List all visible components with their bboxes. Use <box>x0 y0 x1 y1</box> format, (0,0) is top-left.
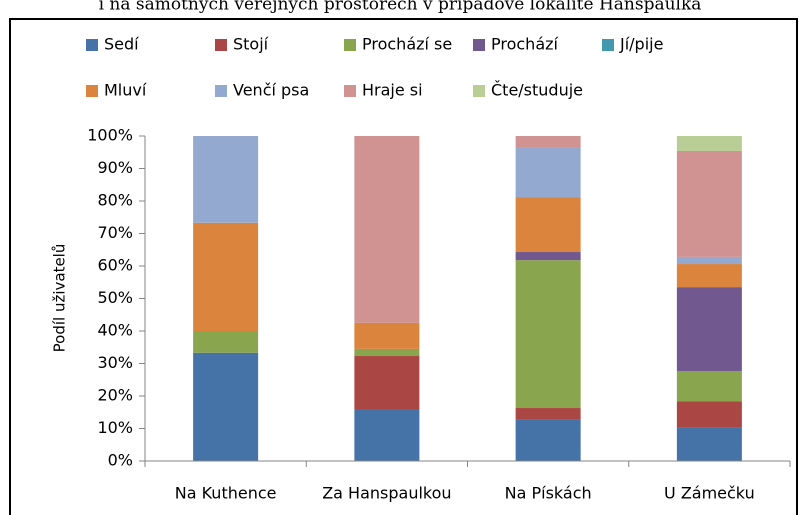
bar-segment <box>354 136 420 323</box>
legend-label: Čte/studuje <box>491 81 583 100</box>
x-tick-label: Na Pískách <box>505 484 592 503</box>
bar-segment <box>676 264 742 288</box>
y-tick-label: 20% <box>97 386 133 405</box>
y-tick-label: 80% <box>97 191 133 210</box>
bar-segment <box>193 136 259 223</box>
legend-label: Hraje si <box>362 81 423 100</box>
legend-swatch <box>473 85 485 97</box>
bar-segment <box>515 419 581 461</box>
bar-segment <box>676 256 742 265</box>
legend-swatch <box>215 85 227 97</box>
bar-segment <box>193 331 259 353</box>
y-axis-label: Podíl uživatelů <box>51 244 69 353</box>
legend-swatch <box>86 39 98 51</box>
legend-label: Mluví <box>104 81 147 100</box>
bar-segment <box>676 370 742 402</box>
x-tick-label: U Zámečku <box>664 484 755 503</box>
y-tick-label: 90% <box>97 158 133 177</box>
bar-segment <box>676 287 742 371</box>
legend-swatch <box>344 39 356 51</box>
legend-label: Prochází <box>491 35 559 54</box>
y-tick-label: 10% <box>97 418 133 437</box>
bar-segment <box>193 222 259 331</box>
legend-label: Prochází se <box>362 35 452 54</box>
legend-swatch <box>602 39 614 51</box>
legend-swatch <box>86 85 98 97</box>
y-tick-label: 70% <box>97 223 133 242</box>
bar-segment <box>354 409 420 461</box>
bar-segment <box>354 356 420 409</box>
y-tick-label: 60% <box>97 256 133 275</box>
legend-label: Jí/pije <box>619 35 663 54</box>
legend-label: Stojí <box>233 35 269 54</box>
bar-segment <box>676 427 742 461</box>
y-tick-label: 50% <box>97 288 133 307</box>
bar-segment <box>676 401 742 428</box>
legend-label: Venčí psa <box>233 81 309 100</box>
legend-swatch <box>344 85 356 97</box>
bar-segment <box>354 322 420 349</box>
chart-title: í na samotných veřejných prostorech v př… <box>99 0 702 15</box>
bar-segment <box>676 136 742 151</box>
y-tick-label: 40% <box>97 321 133 340</box>
bar-segment <box>515 260 581 409</box>
legend-swatch <box>473 39 485 51</box>
x-tick-label: Za Hanspaulkou <box>322 484 451 503</box>
legend-swatch <box>215 39 227 51</box>
y-tick-label: 0% <box>108 451 133 470</box>
bar-segment <box>515 136 581 148</box>
bar-segment <box>515 408 581 420</box>
x-tick-label: Na Kuthence <box>175 484 277 503</box>
y-tick-label: 100% <box>87 126 133 145</box>
bar-segment <box>515 147 581 198</box>
bar-segment <box>515 197 581 253</box>
bar-segment <box>354 348 420 357</box>
y-tick-label: 30% <box>97 353 133 372</box>
legend-label: Sedí <box>104 35 139 54</box>
bar-segment <box>193 352 259 461</box>
bar-segment <box>676 150 742 257</box>
bar-segment <box>515 252 581 261</box>
